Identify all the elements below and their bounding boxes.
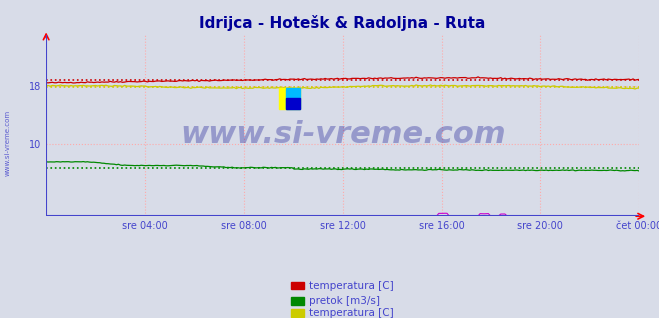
FancyBboxPatch shape xyxy=(286,87,300,109)
Text: www.si-vreme.com: www.si-vreme.com xyxy=(5,110,11,176)
Legend: temperatura [C], pretok [m3/s]: temperatura [C], pretok [m3/s] xyxy=(287,304,398,318)
FancyBboxPatch shape xyxy=(286,98,300,109)
Text: www.si-vreme.com: www.si-vreme.com xyxy=(180,120,505,149)
Title: Idrijca - Hotešk & Radoljna - Ruta: Idrijca - Hotešk & Radoljna - Ruta xyxy=(200,15,486,31)
FancyBboxPatch shape xyxy=(279,87,300,109)
